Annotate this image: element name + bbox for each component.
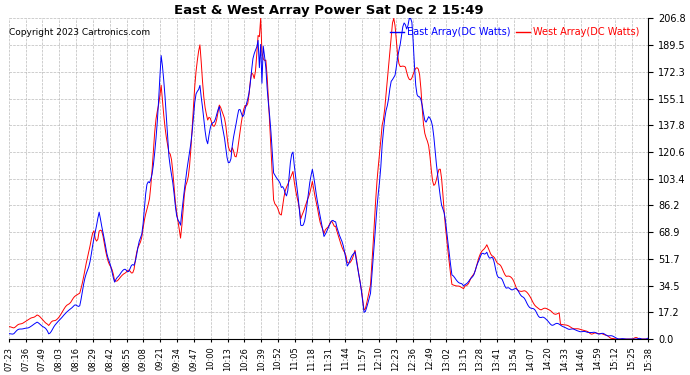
Text: Copyright 2023 Cartronics.com: Copyright 2023 Cartronics.com: [9, 28, 150, 37]
Title: East & West Array Power Sat Dec 2 15:49: East & West Array Power Sat Dec 2 15:49: [174, 4, 483, 17]
Legend: East Array(DC Watts), West Array(DC Watts): East Array(DC Watts), West Array(DC Watt…: [386, 23, 644, 41]
